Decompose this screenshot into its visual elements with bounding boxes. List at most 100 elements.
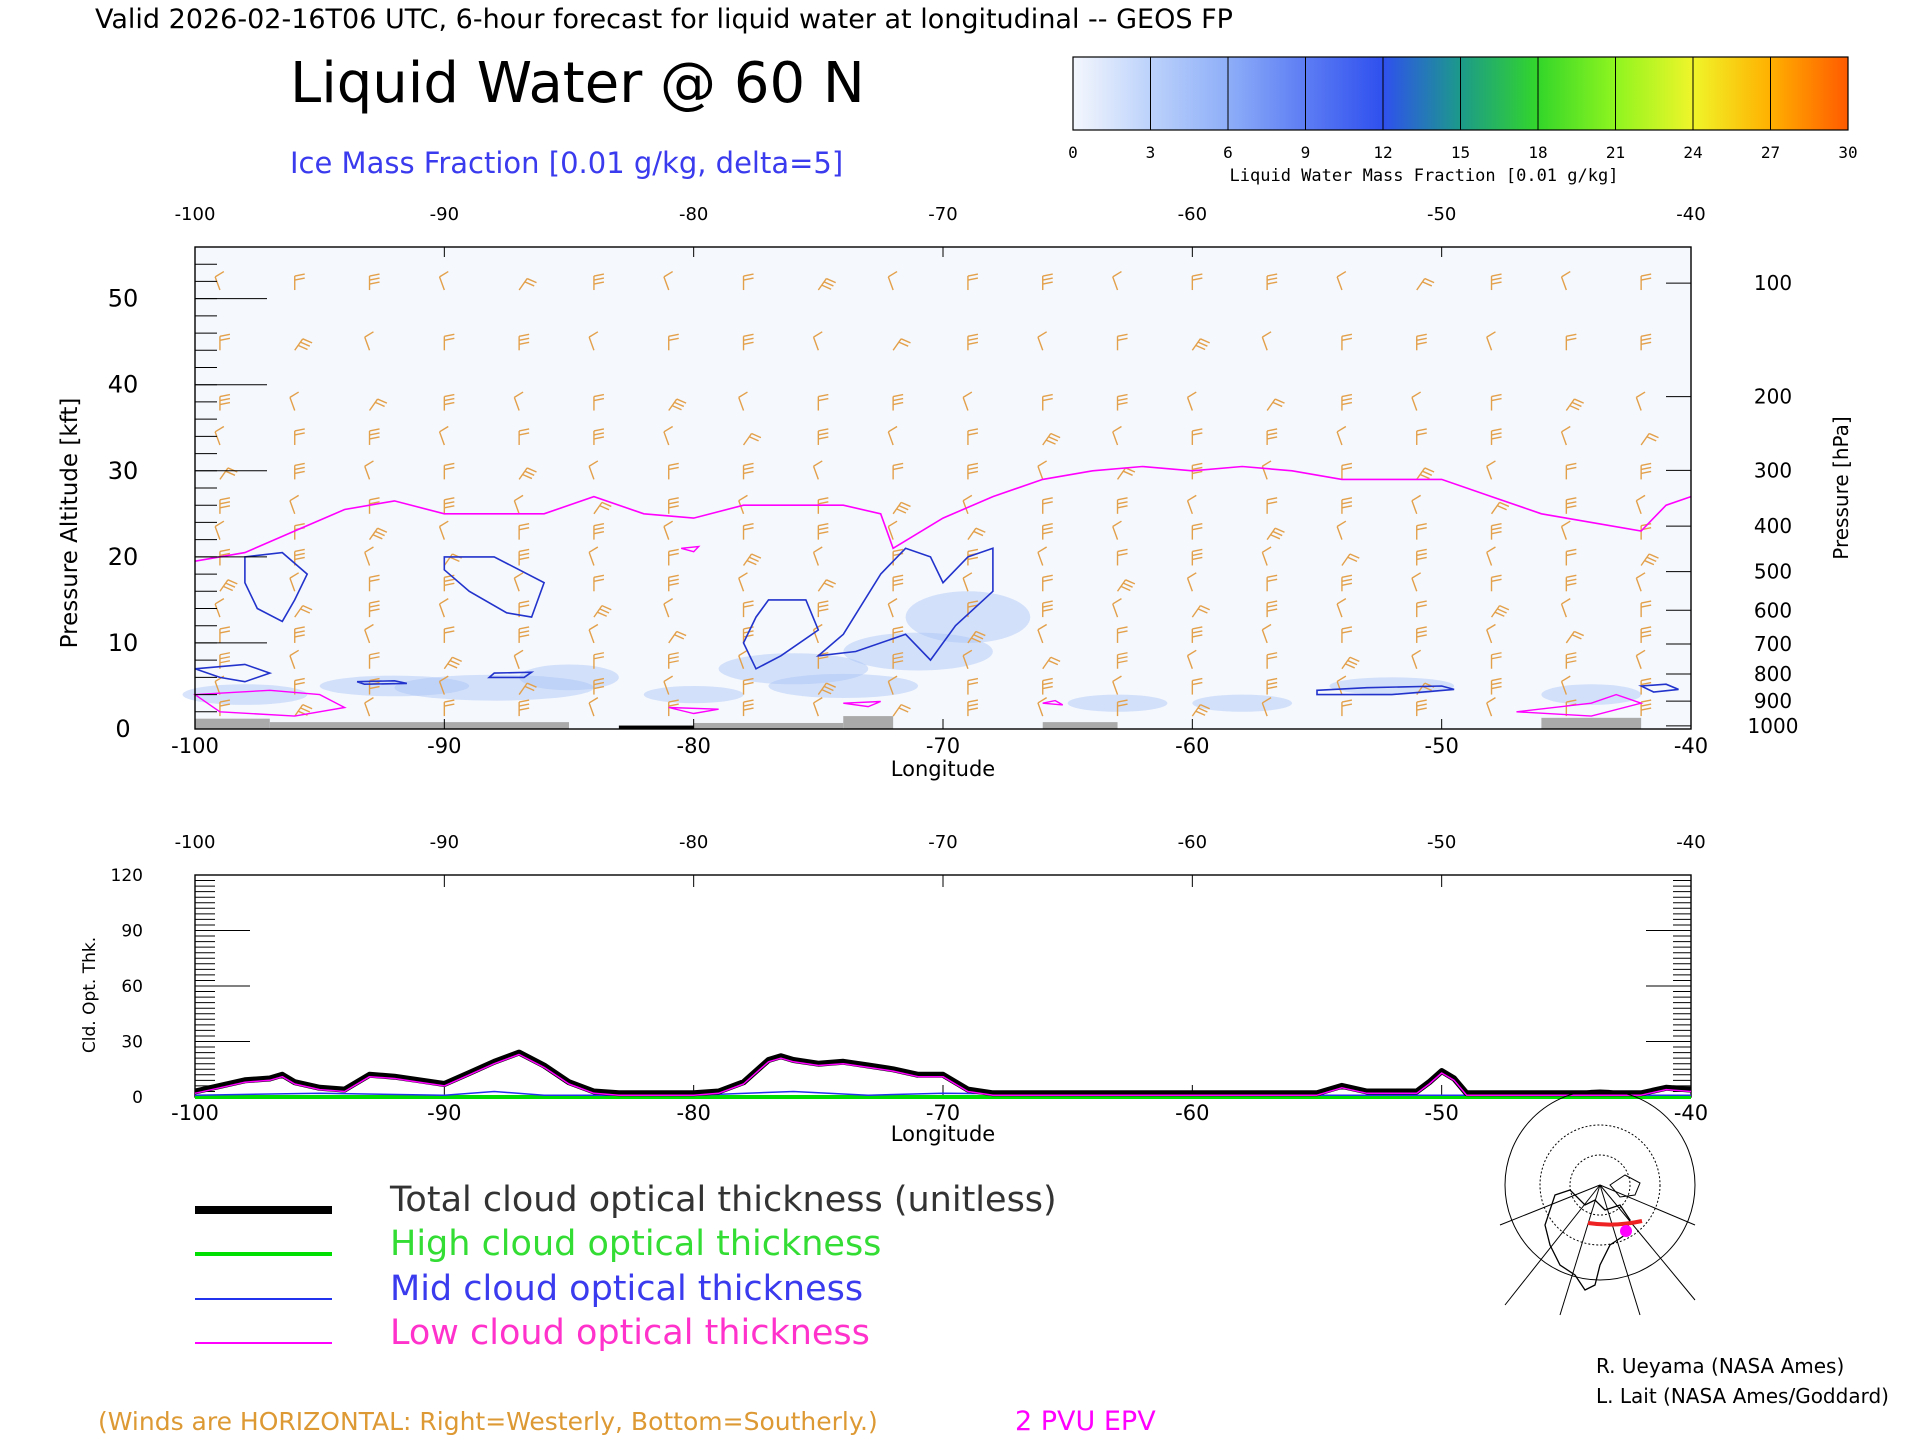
- wind-barb: [1261, 331, 1272, 351]
- wind-barb-flag: [1117, 333, 1128, 337]
- lower-y-tick-label: 30: [121, 1033, 143, 1053]
- wind-barb: [663, 675, 674, 695]
- wind-barb-flag: [818, 432, 829, 436]
- wind-barb-flag: [1416, 428, 1427, 432]
- wind-barb-flag: [444, 703, 455, 707]
- liquid-water-patch: [905, 591, 1031, 643]
- wind-barb-flag: [1117, 505, 1128, 509]
- wind-barb-staff: [1261, 552, 1268, 566]
- wind-barb-flag: [743, 677, 754, 682]
- wind-barb-flag: [668, 505, 679, 509]
- wind-barb: [368, 652, 380, 669]
- wind-barb: [1490, 273, 1502, 291]
- wind-barb-flag: [967, 548, 979, 553]
- wind-barb: [518, 626, 530, 643]
- wind-barb-flag: [1266, 501, 1278, 505]
- wind-barb-staff: [1116, 579, 1127, 592]
- wind-barb-flag: [1416, 333, 1427, 337]
- wind-barb: [668, 630, 687, 644]
- wind-barb-flag: [1117, 397, 1128, 402]
- wind-barb: [1560, 598, 1571, 618]
- wind-barb-flag: [1640, 707, 1652, 711]
- wind-barb-staff: [513, 655, 520, 669]
- wind-barb-flag: [743, 707, 754, 711]
- wind-barb-flag: [1200, 604, 1210, 611]
- wind-barb-flag: [1491, 652, 1502, 656]
- wind-barb-flag: [294, 277, 305, 281]
- wind-barb-flag: [369, 501, 380, 505]
- ice-contour: [443, 556, 546, 619]
- wind-barb-flag: [1566, 466, 1577, 471]
- wind-barb-flag: [1042, 600, 1053, 604]
- wind-barb-flag: [668, 703, 679, 707]
- wind-barb: [513, 572, 524, 592]
- wind-barb-flag: [227, 467, 238, 473]
- colorbar-tick-label: 30: [1838, 143, 1857, 162]
- wind-barb-flag: [593, 656, 605, 660]
- wind-barb-staff: [1037, 702, 1044, 717]
- wind-barb-flag: [962, 572, 973, 579]
- wind-barb: [1112, 270, 1122, 291]
- wind-barb-flag: [1571, 634, 1582, 640]
- wind-barb: [513, 649, 524, 669]
- wind-barb-flag: [1411, 494, 1422, 502]
- wind-barb-staff: [663, 526, 670, 540]
- wind-barb-flag: [671, 404, 682, 411]
- wind-barb: [1416, 333, 1427, 351]
- wind-barb-staff: [294, 605, 304, 618]
- wind-barb-flag: [751, 553, 762, 559]
- wind-barb-flag: [1566, 574, 1577, 578]
- wind-barb: [593, 604, 612, 618]
- pressure-tick-label: 100: [1754, 271, 1792, 295]
- wind-barb-flag: [1341, 699, 1353, 703]
- lower-y-tick-label: 0: [132, 1088, 143, 1108]
- wind-barb-flag: [588, 331, 599, 338]
- wind-barb-staff: [738, 655, 745, 669]
- wind-barb-flag: [1042, 608, 1053, 612]
- upper-panel: -100 -100 -90 -90 -80 -80 -70 -70 -60 -60 -50 -50 -4…: [108, 204, 1799, 758]
- wind-barb: [1042, 273, 1053, 291]
- wind-barb-flag: [518, 703, 530, 707]
- wind-barb: [214, 675, 225, 695]
- wind-barb: [1341, 656, 1360, 670]
- wind-barb-flag: [524, 281, 535, 287]
- wind-barb-flag: [1197, 707, 1208, 713]
- wind-barb: [1116, 626, 1128, 643]
- wind-barb-flag: [818, 600, 829, 604]
- wind-barb: [668, 398, 687, 411]
- wind-barb-staff: [289, 655, 296, 669]
- wind-barb-flag: [743, 604, 754, 608]
- wind-barb: [294, 428, 305, 445]
- wind-barb-flag: [513, 649, 524, 657]
- wind-barb: [1266, 652, 1278, 669]
- wind-barb-flag: [588, 697, 599, 704]
- wind-barb: [1261, 697, 1272, 717]
- wind-barb: [1261, 546, 1272, 566]
- topography: [1042, 722, 1118, 729]
- wind-barb-flag: [297, 344, 308, 351]
- wind-barb-staff: [588, 702, 595, 717]
- wind-barb-flag: [1424, 467, 1435, 473]
- wind-barb: [892, 462, 904, 480]
- topography: [1541, 717, 1642, 729]
- upper-plot-background: [195, 247, 1691, 729]
- wind-barb: [742, 273, 754, 291]
- wind-barb-flag: [593, 681, 605, 686]
- wind-barb-flag: [967, 341, 979, 345]
- wind-barb-flag: [1261, 546, 1272, 553]
- wind-barb-staff: [1261, 336, 1268, 351]
- wind-barb-flag: [1117, 630, 1128, 634]
- wind-barb-flag: [294, 630, 305, 634]
- wind-barb: [1411, 494, 1422, 515]
- wind-barb-flag: [1648, 553, 1659, 559]
- wind-barb: [214, 598, 225, 618]
- wind-barb: [1486, 331, 1496, 351]
- wind-barb: [892, 501, 911, 515]
- wind-barb-flag: [377, 527, 388, 533]
- colorbar-tick-label: 6: [1223, 143, 1233, 162]
- x-tick-label: -60: [1175, 734, 1209, 758]
- wind-barb-flag: [1197, 341, 1208, 347]
- wind-barb: [289, 649, 300, 669]
- wind-barb-flag: [294, 432, 305, 436]
- wind-barb-flag: [219, 393, 231, 398]
